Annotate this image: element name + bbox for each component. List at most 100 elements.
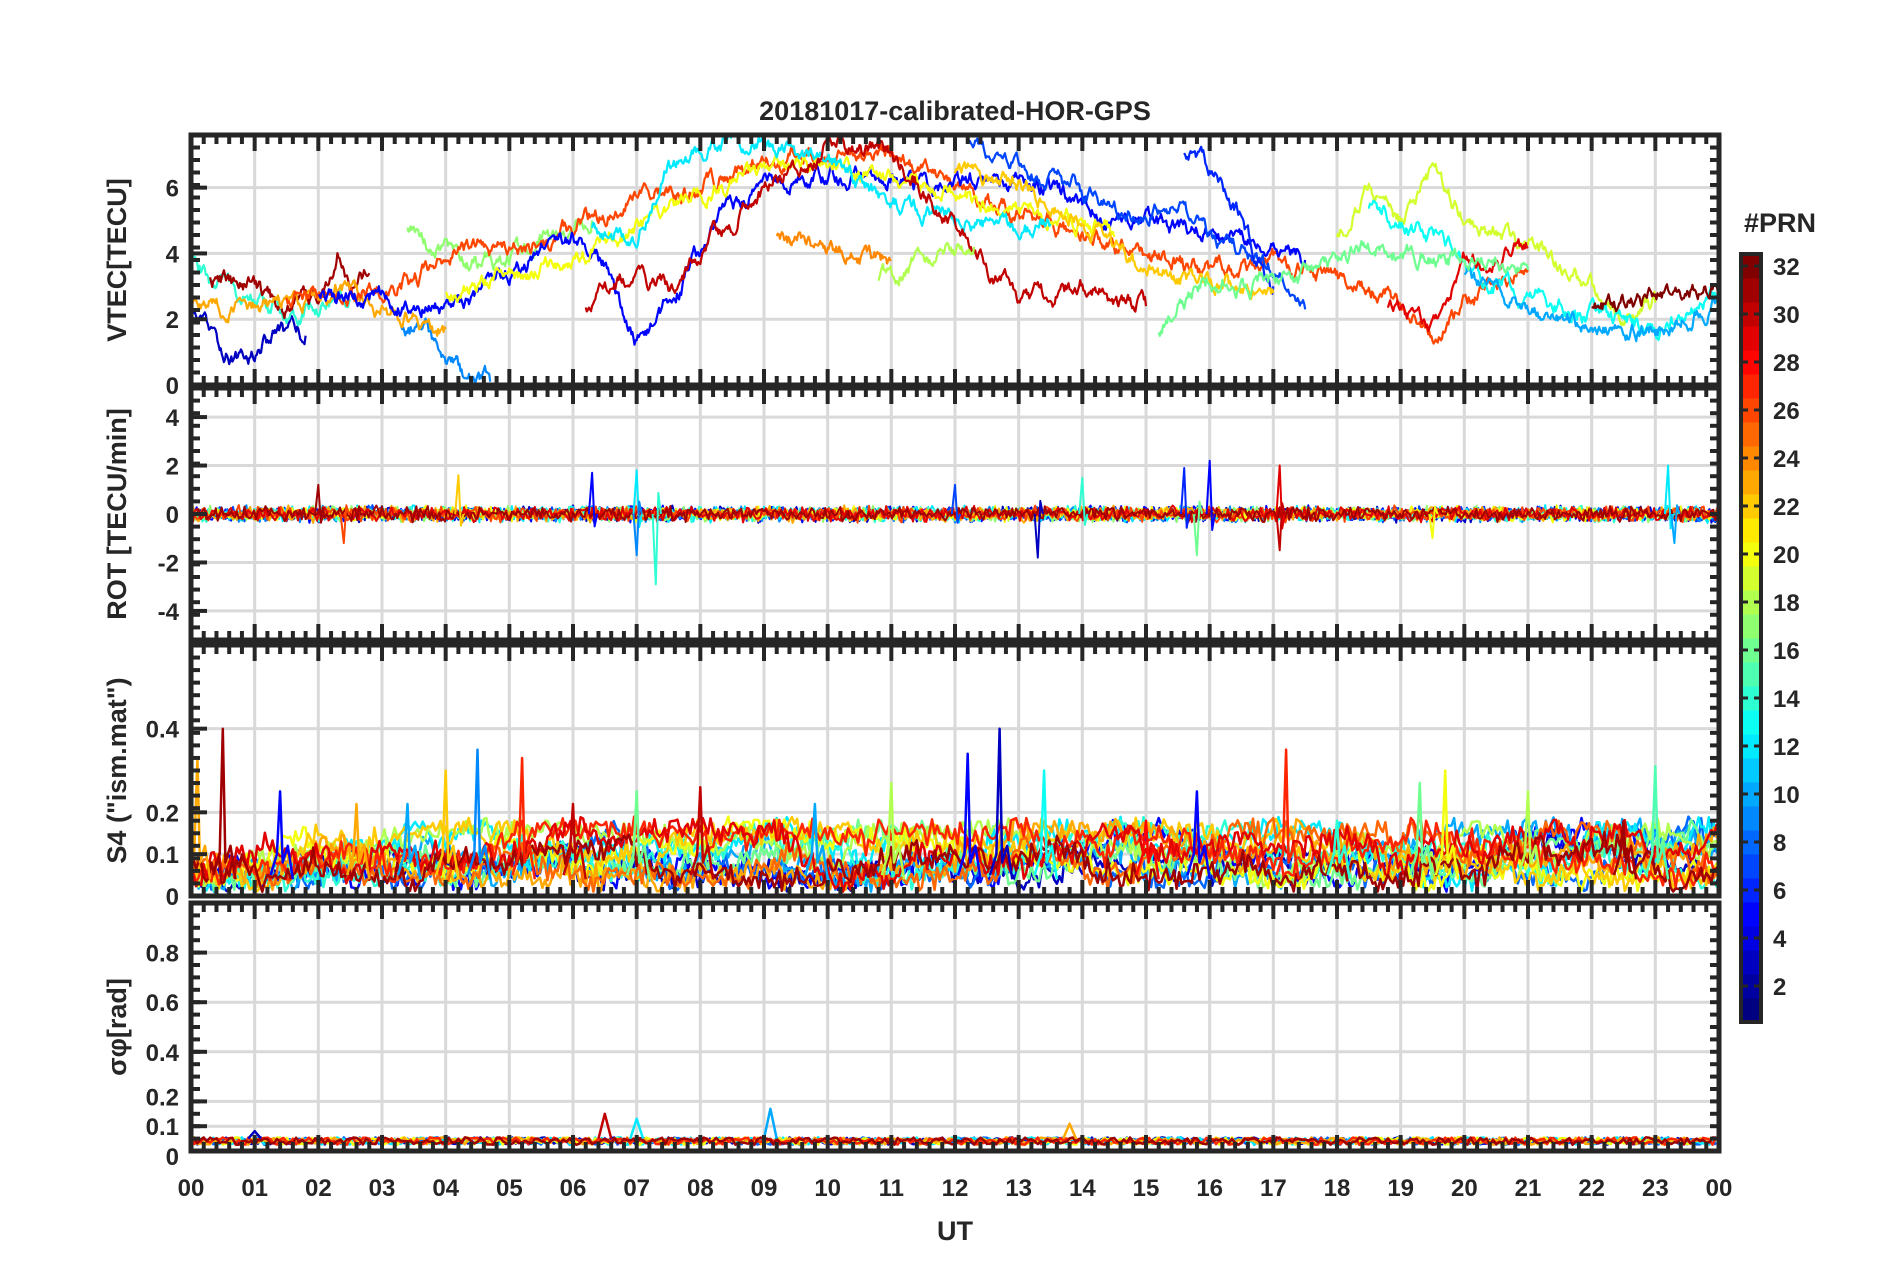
y-tick-label: 2 [166, 454, 179, 481]
sigma-phi-peak-prn-10 [762, 1107, 778, 1139]
s4-peak-prn-9 [466, 748, 492, 880]
s4-peak-prn-20 [1434, 769, 1460, 880]
rot-spike-prn-20 [1428, 505, 1439, 540]
colorbar-swatch-prn-17 [1741, 614, 1761, 639]
s4-peak-prn-14 [1326, 819, 1351, 880]
colorbar-swatch-prn-4 [1741, 926, 1761, 951]
rot-spike-prn-3 [1033, 499, 1044, 559]
sigma-phi-peak-prn-3 [247, 1129, 262, 1140]
y-tick-label: 0.8 [146, 941, 179, 968]
vtec-series-prn-23 [191, 279, 447, 337]
colorbar-tick-label: 8 [1773, 830, 1786, 857]
series-group-rot [191, 459, 1719, 586]
y-tick-label: -4 [158, 599, 180, 626]
vtec-series-prn-29 [1386, 238, 1529, 333]
rot-series-prn-31 [191, 504, 1719, 524]
colorbar-tick-label: 20 [1773, 542, 1800, 569]
s4-peak-prn-10 [396, 802, 422, 880]
s4-peak-prn-27 [511, 756, 537, 880]
x-tick-label: 04 [432, 1175, 459, 1202]
y-tick-label: 0.6 [146, 990, 179, 1017]
s4-peak-prn-27 [1275, 748, 1301, 880]
y-tick-label: 2 [166, 307, 179, 334]
x-tick-label: 14 [1069, 1175, 1096, 1202]
colorbar-swatch-prn-28 [1741, 350, 1761, 375]
chart-title: 20181017-calibrated-HOR-GPS [759, 96, 1151, 126]
colorbar-tick-label: 28 [1773, 350, 1800, 377]
y-tick-label: 0 [166, 373, 179, 400]
colorbar-swatch-prn-9 [1741, 806, 1761, 831]
s4-peak-prn-30 [562, 802, 587, 880]
x-tick-label: 16 [1196, 1175, 1223, 1202]
colorbar-swatch-prn-7 [1741, 854, 1761, 879]
vtec-series-prn-26 [285, 143, 1529, 345]
y-tick-label: 0.1 [146, 842, 179, 869]
s4-peak-prn-31 [212, 727, 237, 880]
colorbar-swatch-prn-14 [1741, 686, 1761, 711]
colorbar-tick-label: 18 [1773, 590, 1800, 617]
x-tick-label: 15 [1133, 1175, 1160, 1202]
rot-spike-prn-16 [1192, 500, 1203, 557]
vtec-series-prn-16 [1157, 240, 1530, 337]
colorbar-tick-label: 26 [1773, 398, 1800, 425]
colorbar-swatch-prn-24 [1741, 446, 1761, 471]
x-tick-label: 02 [305, 1175, 332, 1202]
colorbar-swatch-prn-5 [1741, 902, 1761, 927]
panel-sigma_phi: 0 0.1 0.2 0.4 0.6 0.8 σφ[rad] [102, 900, 1722, 1171]
colorbar-swatch-prn-15 [1741, 662, 1761, 687]
colorbar-swatch-prn-10 [1741, 782, 1761, 807]
x-tick-label: 11 [879, 1175, 904, 1202]
vtec-series-prn-3 [191, 306, 307, 366]
s4-peak-prn-5 [957, 752, 982, 880]
y-tick-label: 0.2 [146, 800, 179, 827]
x-axis-label: UT [937, 1216, 973, 1246]
s4-peak-prn-28 [1135, 819, 1160, 880]
vtec-series-prn-18 [877, 241, 976, 287]
y-axis-label-vtec: VTEC[TECU] [102, 178, 132, 342]
s4-peak-prn-23 [345, 802, 371, 880]
s4-peak-prn-18 [880, 781, 906, 880]
colorbar-tick-label: 24 [1773, 446, 1800, 473]
x-tick-label: 18 [1324, 1175, 1351, 1202]
s4-peak-prn-16 [1409, 781, 1434, 880]
vtec-series-prn-17 [406, 218, 594, 272]
y-tick-label: 0.4 [146, 717, 180, 744]
x-tick-label: 05 [496, 1175, 523, 1202]
y-axis-label-rot: ROT [TECU/min] [102, 408, 132, 619]
colorbar-label: #PRN [1744, 208, 1816, 238]
x-tick-label: 09 [751, 1175, 778, 1202]
rot-spike-prn-5 [1205, 459, 1216, 531]
colorbar-swatch-prn-2 [1741, 974, 1761, 999]
s4-series-prn-27 [191, 815, 1719, 891]
colorbar-tick-label: 22 [1773, 494, 1800, 521]
y-axis-label-s4: S4 ("ism.mat") [102, 677, 132, 863]
x-tick-label: 08 [687, 1175, 714, 1202]
series-group-s4 [191, 727, 1719, 894]
colorbar-swatch-prn-11 [1741, 758, 1761, 783]
rot-spike-prn-29 [1275, 464, 1286, 530]
s4-series-prn-31 [191, 830, 1719, 894]
colorbar-swatch-prn-8 [1741, 830, 1761, 855]
rot-spike-prn-7 [950, 483, 962, 524]
y-tick-label: 0 [166, 502, 179, 529]
colorbar-swatch-prn-27 [1741, 374, 1761, 399]
x-tick-label: 19 [1387, 1175, 1414, 1202]
s4-peak-prn-15 [1644, 765, 1670, 880]
vtec-series-prn-24 [775, 231, 892, 265]
s4-peak-prn-5 [269, 790, 295, 880]
colorbar-swatch-prn-32 [1741, 254, 1761, 279]
y-tick-label: 4 [166, 405, 180, 432]
rot-spike-prn-10 [1670, 504, 1681, 545]
sigma-phi-peak-prn-23 [1062, 1122, 1078, 1140]
panel-vtec: 0 2 4 6 VTEC[TECU] [102, 132, 1722, 400]
x-tick-label: 10 [814, 1175, 841, 1202]
colorbar-tick-label: 32 [1773, 254, 1800, 281]
x-tick-label: 22 [1578, 1175, 1605, 1202]
s4-peak-prn-13 [1033, 769, 1059, 880]
y-tick-label: 0.4 [146, 1040, 180, 1067]
y-tick-label: 0 [166, 884, 179, 911]
series-group-vtec [191, 135, 1719, 385]
colorbar-tick-label: 16 [1773, 638, 1800, 665]
